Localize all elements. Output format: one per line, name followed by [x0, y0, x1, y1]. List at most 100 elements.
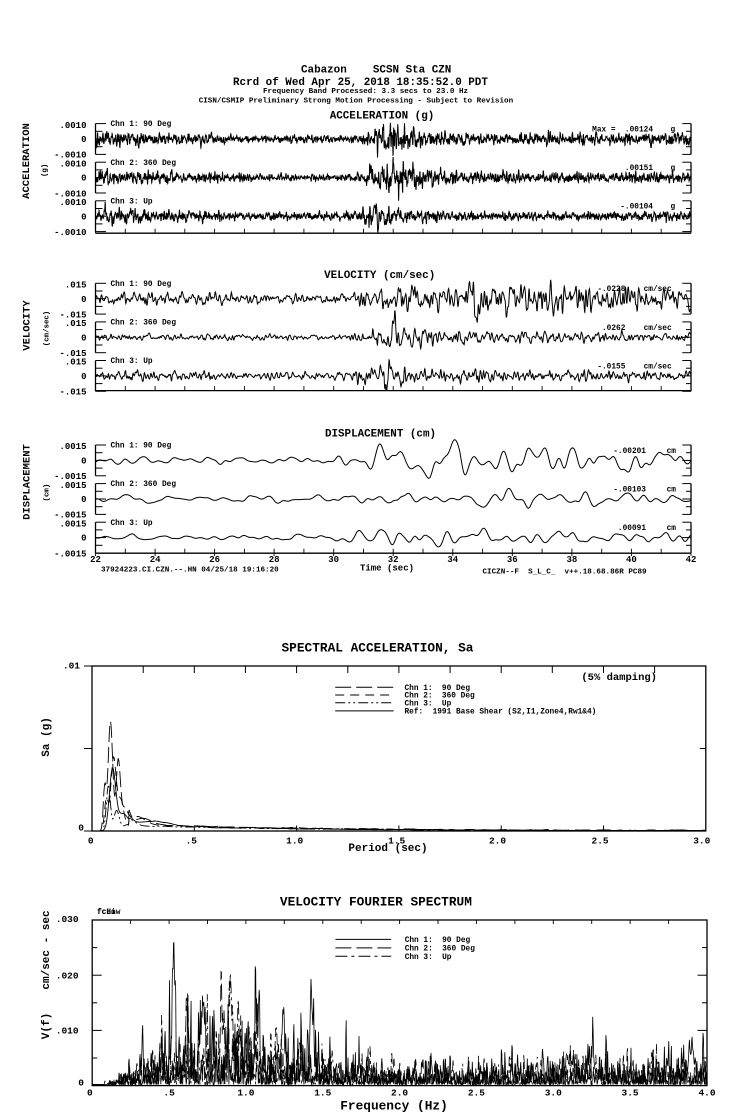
svg-text:-.00104: -.00104: [620, 204, 653, 212]
svg-text:cm: cm: [667, 487, 677, 495]
svg-text:40: 40: [626, 555, 637, 565]
svg-text:26: 26: [209, 555, 220, 565]
svg-text:-.0015: -.0015: [54, 472, 86, 482]
svg-text:36: 36: [507, 555, 518, 565]
svg-text:-.0010: -.0010: [54, 151, 86, 161]
svg-text:Chn 2: 360 Deg: Chn 2: 360 Deg: [111, 160, 177, 168]
svg-text:Chn 3: Up: Chn 3: Up: [405, 700, 452, 708]
svg-text:cm/sec: cm/sec: [644, 363, 672, 371]
svg-text:SPECTRAL ACCELERATION, Sa: SPECTRAL ACCELERATION, Sa: [282, 640, 474, 655]
svg-text:Chn 1: 90 Deg: Chn 1: 90 Deg: [405, 937, 471, 945]
svg-text:3.0: 3.0: [545, 1087, 562, 1098]
svg-text:Chn 2: 360 Deg: Chn 2: 360 Deg: [405, 693, 476, 701]
svg-text:cm: cm: [667, 448, 677, 456]
svg-text:Time (sec): Time (sec): [360, 564, 414, 574]
svg-text:.5: .5: [186, 835, 198, 846]
svg-text:-.015: -.015: [59, 310, 86, 320]
svg-text:Chn 1: 90 Deg: Chn 1: 90 Deg: [111, 443, 172, 451]
svg-text:CICZN--F S_L_C_ v++.18.68.86: CICZN--F S_L_C_ v++.18.68.86R PC89: [483, 569, 647, 577]
svg-text:g: g: [671, 204, 676, 212]
svg-text:30: 30: [328, 555, 339, 565]
svg-text:g: g: [671, 165, 676, 173]
svg-text:1.0: 1.0: [237, 1087, 254, 1098]
svg-text:24: 24: [150, 555, 161, 565]
svg-text:.00151: .00151: [625, 165, 653, 173]
svg-text:cm/sec - sec: cm/sec - sec: [41, 910, 53, 989]
svg-text:.0015: .0015: [59, 481, 86, 491]
svg-text:0: 0: [81, 212, 86, 222]
svg-text:37924223.CI.CZN.--.HN 04/25/18: 37924223.CI.CZN.--.HN 04/25/18 19:16:20: [101, 567, 279, 575]
svg-text:Sa (g): Sa (g): [41, 717, 53, 757]
svg-text:ACCELERATION: ACCELERATION: [21, 123, 33, 199]
svg-text:42: 42: [686, 555, 697, 565]
svg-text:Chn 2: 360 Deg: Chn 2: 360 Deg: [405, 946, 476, 954]
svg-text:ACCELERATION (g): ACCELERATION (g): [330, 110, 435, 122]
svg-text:4.0: 4.0: [698, 1087, 715, 1098]
svg-text:1.5: 1.5: [314, 1087, 331, 1098]
svg-text:Chn 1: 90 Deg: Chn 1: 90 Deg: [111, 281, 172, 289]
svg-text:Cabazon SCSN Sta CZN: Cabazon SCSN Sta CZN: [301, 65, 451, 77]
svg-text:Chn 2: 360 Deg: Chn 2: 360 Deg: [111, 320, 177, 328]
svg-text:22: 22: [90, 555, 101, 565]
svg-text:-.0010: -.0010: [54, 228, 86, 238]
svg-text:.0010: .0010: [59, 159, 86, 169]
svg-text:g: g: [671, 127, 676, 135]
svg-text:.020: .020: [56, 970, 79, 981]
svg-text:0: 0: [81, 457, 86, 467]
svg-text:-.0015: -.0015: [54, 511, 86, 521]
svg-text:.0010: .0010: [59, 121, 86, 131]
svg-text:3.5: 3.5: [622, 1087, 639, 1098]
svg-text:34: 34: [447, 555, 458, 565]
svg-text:.015: .015: [65, 319, 87, 329]
svg-text:0: 0: [87, 1087, 93, 1098]
svg-text:38: 38: [566, 555, 577, 565]
svg-text:-.0010: -.0010: [54, 189, 86, 199]
svg-text:0: 0: [81, 333, 86, 343]
svg-text:2.5: 2.5: [592, 835, 609, 846]
svg-text:(5% damping): (5% damping): [581, 672, 657, 684]
svg-text:0: 0: [88, 835, 94, 846]
svg-text:CISN/CSMIP Preliminary Strong: CISN/CSMIP Preliminary Strong Motion Pro…: [199, 97, 514, 105]
svg-text:.00091: .00091: [618, 525, 646, 533]
svg-text:.0015: .0015: [59, 519, 86, 529]
svg-text:.015: .015: [65, 281, 87, 291]
svg-text:-.0228: -.0228: [597, 286, 625, 294]
svg-text:Chn 1: 90 Deg: Chn 1: 90 Deg: [111, 121, 172, 129]
svg-text:3.0: 3.0: [693, 835, 710, 846]
svg-text:cm/sec: cm/sec: [644, 286, 672, 294]
svg-text:.0262: .0262: [602, 325, 626, 333]
svg-text:Chn 3: Up: Chn 3: Up: [111, 358, 153, 366]
svg-text:-.015: -.015: [59, 349, 86, 359]
svg-text:(cm/sec): (cm/sec): [43, 311, 51, 346]
svg-text:.01: .01: [63, 660, 80, 671]
svg-text:Max = .00124: Max = .00124: [592, 127, 653, 135]
svg-text:0: 0: [81, 534, 86, 544]
svg-text:Chn 3: Up: Chn 3: Up: [111, 198, 153, 206]
svg-text:VELOCITY (cm/sec): VELOCITY (cm/sec): [324, 270, 435, 282]
svg-text:cm/sec: cm/sec: [644, 325, 672, 333]
svg-text:fcLow: fcLow: [97, 909, 121, 917]
svg-text:(cm): (cm): [43, 484, 51, 502]
svg-text:.030: .030: [56, 914, 79, 925]
svg-text:2.5: 2.5: [468, 1087, 485, 1098]
svg-text:Period (sec): Period (sec): [348, 843, 427, 855]
svg-text:Chn 1: 90 Deg: Chn 1: 90 Deg: [405, 685, 471, 693]
svg-text:-.00201: -.00201: [613, 448, 646, 456]
svg-text:cm: cm: [667, 525, 677, 533]
svg-text:0: 0: [81, 295, 86, 305]
svg-text:-.0155: -.0155: [597, 363, 625, 371]
svg-text:32: 32: [388, 555, 399, 565]
svg-text:.5: .5: [163, 1087, 175, 1098]
svg-text:0: 0: [78, 1077, 84, 1088]
svg-text:VELOCITY: VELOCITY: [22, 300, 34, 351]
svg-text:DISPLACEMENT: DISPLACEMENT: [22, 444, 34, 520]
svg-text:Frequency Band Processed: 3.3: Frequency Band Processed: 3.3 secs to 23…: [263, 88, 468, 96]
svg-text:.010: .010: [56, 1026, 79, 1037]
svg-text:.0010: .0010: [59, 198, 86, 208]
svg-text:0: 0: [81, 495, 86, 505]
svg-text:VELOCITY FOURIER SPECTRUM: VELOCITY FOURIER SPECTRUM: [280, 895, 472, 910]
svg-text:.015: .015: [65, 358, 87, 368]
svg-text:1.5: 1.5: [388, 835, 405, 846]
svg-text:Chn 3: Up: Chn 3: Up: [405, 954, 452, 962]
svg-text:-.0015: -.0015: [54, 549, 86, 559]
